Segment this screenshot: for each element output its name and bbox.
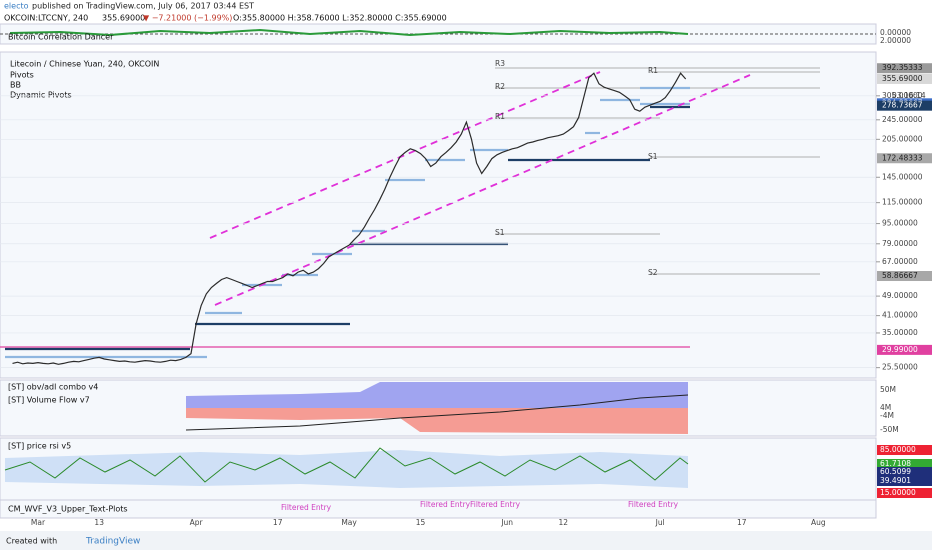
rsi-tick: 15.00000 xyxy=(880,488,916,497)
price-label: 355.69000 xyxy=(882,74,923,83)
footer-text: Created with xyxy=(6,537,57,546)
channel xyxy=(209,71,751,306)
y-tick-label: 245.00000 xyxy=(882,115,923,124)
x-tick-label: Jul xyxy=(655,518,665,527)
main-panel xyxy=(0,51,877,379)
volume-down xyxy=(186,408,688,434)
x-tick-label: Jun xyxy=(500,518,513,527)
pivot-label: S1 xyxy=(495,228,505,237)
obv-line xyxy=(185,394,689,431)
volume-name: [ST] obv/adl combo v4 xyxy=(8,383,98,392)
x-tick-label: 15 xyxy=(416,518,426,527)
price-label: 278.73667 xyxy=(882,101,923,110)
tick-box xyxy=(877,488,932,498)
rsi-tick: 60.5099 xyxy=(880,467,911,476)
entry-label: Filtered Entry xyxy=(281,503,332,512)
y-tick-label: 41.00000 xyxy=(882,311,918,320)
entry-label: Filtered Entry xyxy=(470,500,521,509)
y-tick-label: 35.00000 xyxy=(882,328,918,337)
top-tick: 2.00000 xyxy=(880,36,911,45)
pivot-label: R1 xyxy=(648,66,658,75)
volume-tick: -4M xyxy=(880,411,894,420)
tick-box xyxy=(877,445,932,455)
x-tick-label: 17 xyxy=(273,518,283,527)
wvf-name: CM_WVF_V3_Upper_Text-Plots xyxy=(8,505,128,514)
y-tick-label: 305.00000 xyxy=(882,91,923,100)
price-label-box xyxy=(877,153,932,164)
price-label: 29.99000 xyxy=(882,345,918,354)
price-label-box xyxy=(877,100,932,111)
x-tick-label: 12 xyxy=(559,518,569,527)
x-tick-label: May xyxy=(341,518,357,527)
change: ▼ −7.21000 (−1.99%) xyxy=(143,14,232,23)
countdown: 03:16:14 xyxy=(892,91,926,100)
pivot-label: S2 xyxy=(648,268,658,277)
price-line xyxy=(12,72,687,365)
published: published on TradingView.com, July 06, 2… xyxy=(32,2,254,11)
volume-tick: 4M xyxy=(880,403,891,412)
legend-item: BB xyxy=(10,81,21,90)
y-tick-label: 79.00000 xyxy=(882,239,918,248)
y-tick-label: 205.00000 xyxy=(882,134,923,143)
top-name: Bitcoin Correlation Dancer xyxy=(8,33,114,42)
price-label: 392.35333 xyxy=(882,63,923,72)
wvf-panel xyxy=(0,499,877,519)
legend-item: Dynamic Pivots xyxy=(10,91,72,100)
volume-tick: -50M xyxy=(880,425,899,434)
price-label-box xyxy=(877,271,932,282)
price-label: 58.86667 xyxy=(882,271,918,280)
y-tick-label: 25.50000 xyxy=(882,363,918,372)
last: 355.69000 xyxy=(102,14,145,23)
footer-brand[interactable]: TradingView xyxy=(85,537,140,547)
rsi-line xyxy=(4,447,689,483)
entry-label: Filtered Entry xyxy=(628,500,679,509)
y-tick-label: 145.00000 xyxy=(882,172,923,181)
tick-box xyxy=(877,459,932,469)
volume-up xyxy=(186,382,688,408)
x-tick-label: Aug xyxy=(811,518,826,527)
pivot-label: S1 xyxy=(648,152,658,161)
rsi-tick: 39.4901 xyxy=(880,476,911,485)
ohlc: O:355.80000 H:358.76000 L:352.80000 C:35… xyxy=(233,14,447,23)
x-tick-label: 13 xyxy=(94,518,104,527)
rsi-tick: 61.7108 xyxy=(880,459,911,468)
x-tick-label: Apr xyxy=(190,518,204,527)
rsi-band xyxy=(5,450,688,488)
entry-label: Filtered Entry xyxy=(420,500,471,509)
footer xyxy=(0,531,932,550)
y-tick-label: 49.00000 xyxy=(882,291,918,300)
pivot-label: R3 xyxy=(495,59,505,68)
correlation-line xyxy=(9,28,689,37)
x-tick-label: 17 xyxy=(737,518,747,527)
volume-name: [ST] Volume Flow v7 xyxy=(8,396,90,405)
y-tick-label: 95.00000 xyxy=(882,219,918,228)
y-tick-label: 67.00000 xyxy=(882,257,918,266)
price-label: 172.48333 xyxy=(882,153,923,162)
top-tick: 0.00000 xyxy=(880,28,911,37)
price-label-box xyxy=(877,73,932,84)
ticker: OKCOIN:LTCCNY, 240 xyxy=(4,14,88,23)
x-tick-label: Mar xyxy=(31,518,46,527)
tick-box xyxy=(877,467,932,477)
y-tick-label: 115.00000 xyxy=(882,198,923,207)
legend-item: Pivots xyxy=(10,71,34,80)
pivot-label: R1 xyxy=(495,112,505,121)
author[interactable]: electo xyxy=(4,2,29,11)
tick-box xyxy=(877,476,932,486)
rsi-tick: 85.00000 xyxy=(880,445,916,454)
pivot-label: R2 xyxy=(495,82,505,91)
rsi-name: [ST] price rsi v5 xyxy=(8,442,71,451)
price-label-box xyxy=(877,63,932,74)
chart-title: Litecoin / Chinese Yuan, 240, OKCOIN xyxy=(10,60,159,69)
price-label-box xyxy=(877,344,932,355)
volume-tick: 50M xyxy=(880,385,896,394)
